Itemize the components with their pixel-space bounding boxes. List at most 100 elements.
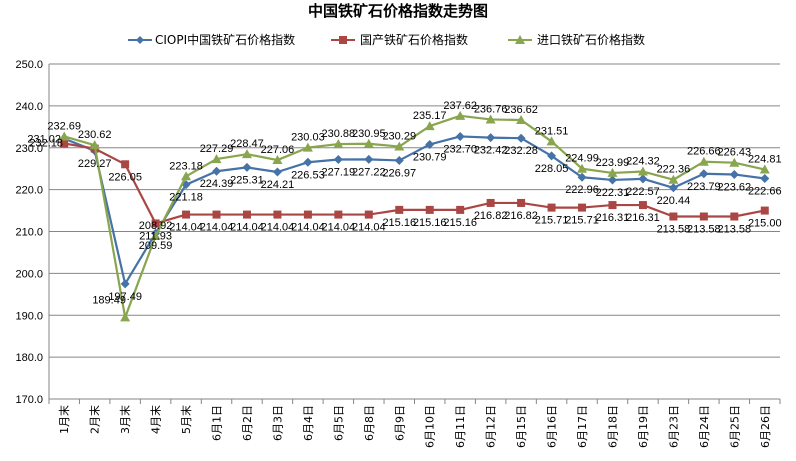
y-tick-label: 200.0 xyxy=(15,268,43,280)
data-label-ciopi: 224.21 xyxy=(261,179,295,191)
data-point-imported xyxy=(120,312,131,322)
y-tick-label: 250.0 xyxy=(15,59,43,71)
data-point-ciopi xyxy=(638,174,648,184)
series-line-ciopi xyxy=(63,135,765,285)
data-point-imported xyxy=(150,231,161,241)
x-tick-label: 3月末 xyxy=(118,405,132,434)
y-tick-label: 220.0 xyxy=(15,185,43,197)
data-point-ciopi xyxy=(425,139,435,149)
data-point-domestic xyxy=(395,205,404,214)
series-domestic xyxy=(60,139,769,228)
data-label-domestic: 213.58 xyxy=(717,224,751,236)
data-label-ciopi: 220.44 xyxy=(657,195,691,207)
data-point-domestic xyxy=(517,198,526,207)
data-label-ciopi: 227.22 xyxy=(352,166,386,178)
data-label-ciopi: 225.31 xyxy=(230,174,264,186)
data-point-domestic xyxy=(60,139,69,148)
data-point-domestic xyxy=(456,205,465,214)
data-label-ciopi: 222.31 xyxy=(596,187,630,199)
y-tick-label: 190.0 xyxy=(15,310,43,322)
legend-marker-domestic xyxy=(339,36,347,44)
data-point-ciopi xyxy=(699,169,709,179)
data-label-ciopi: 232.42 xyxy=(474,145,508,157)
data-point-ciopi xyxy=(486,133,496,143)
series-layer xyxy=(59,110,770,322)
data-label-domestic: 213.58 xyxy=(657,224,691,236)
data-label-imported: 224.32 xyxy=(626,156,660,168)
data-label-imported: 231.51 xyxy=(535,125,569,137)
legend-label-ciopi: CIOPI中国铁矿石价格指数 xyxy=(155,32,295,47)
data-label-imported: 232.69 xyxy=(47,120,81,132)
data-label-ciopi: 222.66 xyxy=(748,185,782,197)
data-label-imported: 223.99 xyxy=(596,157,630,169)
data-point-ciopi xyxy=(364,154,374,164)
data-point-domestic xyxy=(121,160,130,169)
data-point-imported xyxy=(241,149,252,159)
data-point-domestic xyxy=(303,210,312,219)
data-label-imported: 237.62 xyxy=(443,100,477,112)
data-point-domestic xyxy=(364,210,373,219)
data-label-imported: 230.62 xyxy=(78,129,112,141)
x-tick-label: 5月末 xyxy=(179,405,193,434)
data-point-imported xyxy=(637,166,648,176)
data-label-domestic: 214.04 xyxy=(261,222,295,234)
data-label-domestic: 216.82 xyxy=(474,210,508,222)
data-point-ciopi xyxy=(668,183,678,193)
data-point-imported xyxy=(363,138,374,148)
data-label-imported: 226.66 xyxy=(687,146,721,158)
data-labels: 232.18 229.27 197.49 209.59 221.18 224.39225.… xyxy=(27,100,781,307)
legend-marker-imported xyxy=(515,35,525,44)
x-tick-label: 2月末 xyxy=(88,405,102,434)
data-point-domestic xyxy=(638,201,647,210)
data-label-domestic: 211.93 xyxy=(139,230,172,242)
data-label-ciopi: 197.49 xyxy=(108,291,142,303)
data-label-domestic: 214.04 xyxy=(291,222,325,234)
data-point-ciopi xyxy=(242,162,252,172)
data-label-ciopi: 221.18 xyxy=(169,192,203,204)
data-label-ciopi: 223.62 xyxy=(717,181,751,193)
x-tick-label: 6月10日 xyxy=(424,405,437,448)
data-point-ciopi xyxy=(212,166,222,176)
data-point-imported xyxy=(577,163,588,173)
data-label-ciopi: 222.96 xyxy=(565,184,599,196)
data-label-domestic: 213.58 xyxy=(687,224,721,236)
data-label-imported: 227.06 xyxy=(261,144,295,156)
data-point-ciopi xyxy=(760,173,770,183)
gridlines xyxy=(49,63,780,358)
data-label-imported: 230.88 xyxy=(322,128,356,140)
data-point-domestic xyxy=(273,210,282,219)
data-point-domestic xyxy=(486,198,495,207)
data-label-ciopi: 228.05 xyxy=(535,163,569,175)
data-label-imported: 208.92 xyxy=(139,220,173,232)
legend-item-domestic: 国产铁矿石价格指数 xyxy=(331,32,468,47)
data-label-domestic: 215.16 xyxy=(382,217,416,229)
data-point-domestic xyxy=(730,212,739,221)
data-label-imported: 223.18 xyxy=(169,160,203,172)
data-point-ciopi xyxy=(547,151,557,161)
data-point-imported xyxy=(668,174,679,184)
data-label-imported: 227.29 xyxy=(200,143,234,155)
x-tick-label: 1月末 xyxy=(57,405,71,434)
data-label-ciopi: 223.79 xyxy=(687,181,721,193)
data-point-imported xyxy=(211,154,222,164)
y-tick-label: 170.0 xyxy=(15,394,43,406)
data-point-ciopi xyxy=(455,131,465,141)
data-point-domestic xyxy=(182,210,191,219)
data-point-imported xyxy=(485,114,496,124)
data-label-ciopi: 209.59 xyxy=(139,240,173,252)
x-tick-label: 6月25日 xyxy=(728,405,741,448)
legend-item-ciopi: CIOPI中国铁矿石价格指数 xyxy=(128,32,295,47)
legend-item-imported: 进口铁矿石价格指数 xyxy=(508,32,645,47)
x-tick-label: 6月24日 xyxy=(698,405,711,448)
x-tick-label: 6月8日 xyxy=(363,405,376,441)
data-point-ciopi xyxy=(333,155,343,165)
data-label-ciopi: 226.97 xyxy=(382,167,416,179)
data-point-domestic xyxy=(425,205,434,214)
data-label-ciopi: 230.79 xyxy=(413,151,447,163)
x-tick-label: 6月18日 xyxy=(606,405,619,448)
data-point-imported xyxy=(302,142,313,152)
data-point-imported xyxy=(272,155,283,165)
y-tick-label: 230.0 xyxy=(15,143,43,155)
x-tick-label: 6月26日 xyxy=(759,405,772,448)
